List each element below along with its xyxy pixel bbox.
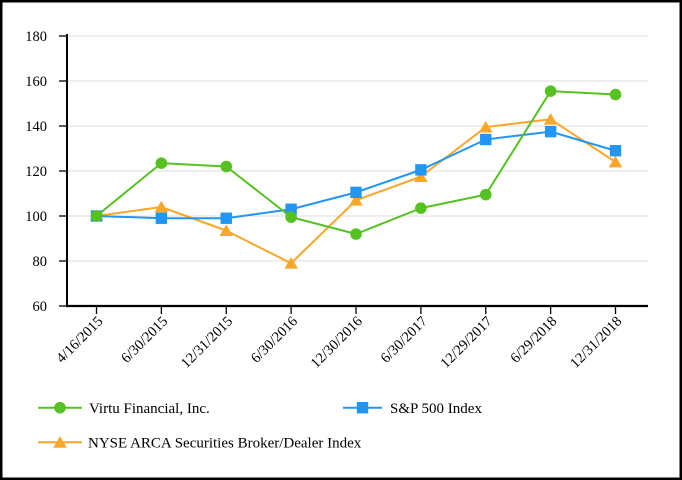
marker-s-p-500-index	[285, 203, 297, 215]
marker-s-p-500-index	[220, 212, 232, 224]
x-axis-label: 6/30/2017	[378, 314, 431, 367]
x-axis-label: 4/16/2015	[53, 314, 106, 367]
marker-nyse-arca-securities-broker-dealer-index	[608, 155, 623, 168]
legend-item-nyse-arca-securities-broker-dealer-index: NYSE ARCA Securities Broker/Dealer Index	[38, 436, 362, 452]
y-axis-label: 60	[33, 299, 48, 315]
marker-s-p-500-index	[609, 145, 622, 157]
legend-square-icon	[356, 402, 369, 414]
marker-virtu-financial-inc	[155, 157, 168, 169]
series-virtu-financial-inc	[90, 85, 622, 240]
y-axis-label: 80	[33, 254, 48, 270]
marker-nyse-arca-securities-broker-dealer-index	[154, 200, 169, 213]
marker-nyse-arca-securities-broker-dealer-index	[543, 113, 558, 125]
series-nyse-arca-securities-broker-dealer-index	[89, 113, 623, 269]
x-axis-label: 6/30/2015	[118, 314, 171, 367]
marker-s-p-500-index	[480, 133, 492, 146]
x-axis-label: 12/31/2018	[567, 314, 625, 372]
legend: Virtu Financial, Inc. S&P 500 Index NYSE A…	[38, 401, 482, 452]
marker-s-p-500-index	[350, 186, 362, 199]
legend-item-s-p-500-index: S&P 500 Index	[343, 401, 482, 417]
marker-nyse-arca-securities-broker-dealer-index	[349, 194, 363, 206]
legend-triangle-icon	[53, 436, 67, 448]
marker-virtu-financial-inc	[90, 210, 103, 222]
marker-nyse-arca-securities-broker-dealer-index	[219, 224, 234, 237]
y-axis-label: 140	[25, 119, 47, 135]
marker-s-p-500-index	[415, 164, 427, 176]
legend-label: Virtu Financial, Inc.	[89, 401, 210, 417]
marker-nyse-arca-securities-broker-dealer-index	[414, 170, 428, 183]
x-axis-label: 6/29/2018	[508, 314, 561, 367]
x-axis-label: 12/29/2017	[438, 314, 496, 372]
marker-nyse-arca-securities-broker-dealer-index	[284, 257, 298, 269]
y-axis-label: 120	[25, 164, 47, 180]
marker-virtu-financial-inc	[220, 160, 233, 173]
legend-label: S&P 500 Index	[390, 401, 482, 417]
legend-circle-icon	[54, 401, 66, 414]
y-axis-label: 100	[25, 209, 47, 225]
marker-virtu-financial-inc	[609, 88, 622, 101]
marker-virtu-financial-inc	[285, 211, 297, 223]
y-axis-label: 180	[25, 29, 47, 45]
legend-label: NYSE ARCA Securities Broker/Dealer Index	[88, 436, 362, 452]
marker-virtu-financial-inc	[544, 85, 557, 97]
marker-virtu-financial-inc	[350, 228, 362, 240]
marker-virtu-financial-inc	[415, 202, 427, 214]
x-axis-label: 12/31/2015	[178, 314, 236, 372]
marker-nyse-arca-securities-broker-dealer-index	[478, 120, 493, 133]
legend-item-virtu-financial-inc: Virtu Financial, Inc.	[38, 401, 210, 417]
marker-virtu-financial-inc	[479, 188, 492, 201]
x-axis-label: 12/30/2016	[308, 314, 366, 372]
x-axis-label: 6/30/2016	[248, 314, 301, 367]
marker-s-p-500-index	[155, 212, 168, 224]
y-axis-label: 160	[25, 74, 47, 90]
marker-s-p-500-index	[544, 125, 557, 138]
